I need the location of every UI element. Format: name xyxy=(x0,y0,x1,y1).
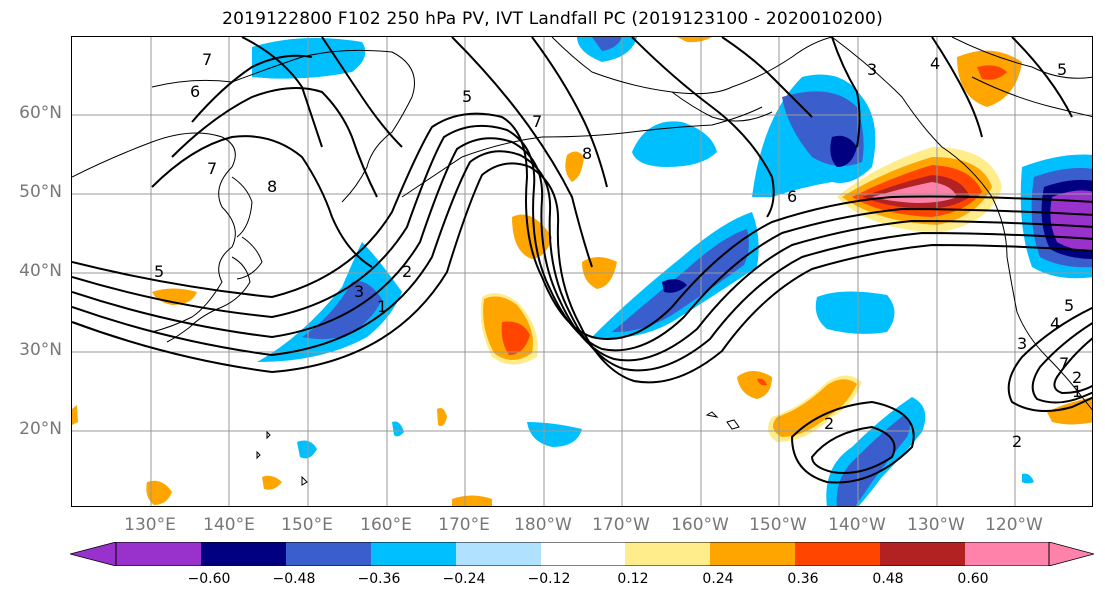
colorbar-segment xyxy=(371,542,456,566)
lon-label-130w: 130°W xyxy=(907,515,965,535)
lon-label-150w: 150°W xyxy=(749,515,807,535)
colorbar xyxy=(70,542,1094,566)
contour-label: 7 xyxy=(202,50,212,69)
lon-label-170e: 170°E xyxy=(438,515,490,535)
colorbar-segment xyxy=(710,542,795,566)
contour-label: 7 xyxy=(1059,354,1069,373)
contour-label: 3 xyxy=(1017,334,1027,353)
lon-label-150e: 150°E xyxy=(281,515,333,535)
contour-label: 6 xyxy=(190,82,200,101)
contour-label: 7 xyxy=(532,112,542,131)
lon-label-160e: 160°E xyxy=(360,515,412,535)
colorbar-tick: 0.60 xyxy=(957,571,989,587)
colorbar-extend-low xyxy=(70,542,117,566)
colorbar-tick: −0.60 xyxy=(187,571,231,587)
contour-label: 2 xyxy=(402,262,412,281)
colorbar-outline xyxy=(115,542,1050,566)
lat-label-40n: 40°N xyxy=(19,261,62,281)
map-panel: 7 6 7 5 7 8 8 3 4 5 6 5 2 3 1 5 4 3 2 7 … xyxy=(71,36,1093,507)
colorbar-segment xyxy=(286,542,371,566)
lon-label-140e: 140°E xyxy=(203,515,255,535)
colorbar-tick: 0.24 xyxy=(702,571,734,587)
colorbar-tick: −0.48 xyxy=(272,571,316,587)
colorbar-segment xyxy=(880,542,965,566)
colorbar-tick: −0.36 xyxy=(357,571,401,587)
colorbar-segment xyxy=(795,542,880,566)
contour-label: 2 xyxy=(1012,432,1022,451)
contour-label: 2 xyxy=(824,414,834,433)
coastlines xyxy=(72,37,1092,486)
lon-label-130e: 130°E xyxy=(124,515,176,535)
contour-label: 3 xyxy=(867,60,877,79)
lon-label-120w: 120°W xyxy=(985,515,1043,535)
map-title: 2019122800 F102 250 hPa PV, IVT Landfall… xyxy=(222,9,883,29)
colorbar-segment xyxy=(625,542,710,566)
contour-label: 4 xyxy=(930,54,940,73)
colorbar-segment xyxy=(541,542,625,566)
colorbar-segment xyxy=(201,542,286,566)
lon-label-180w: 180°W xyxy=(514,515,572,535)
contour-labels: 7 6 7 5 7 8 8 3 4 5 6 5 2 3 1 5 4 3 2 7 … xyxy=(154,50,1082,451)
colorbar-tick: 0.12 xyxy=(617,571,649,587)
contour-label: 7 xyxy=(207,159,217,178)
lon-label-170w: 170°W xyxy=(592,515,650,535)
contour-label: 1 xyxy=(1072,382,1082,401)
contour-label: 5 xyxy=(462,87,472,106)
colorbar-tick: 0.48 xyxy=(872,571,904,587)
contour-label: 6 xyxy=(787,187,797,206)
map-svg: 7 6 7 5 7 8 8 3 4 5 6 5 2 3 1 5 4 3 2 7 … xyxy=(72,37,1092,506)
lat-label-60n: 60°N xyxy=(19,103,62,123)
contour-label: 1 xyxy=(377,297,387,316)
colorbar-tick: −0.12 xyxy=(527,571,571,587)
pv-contours xyxy=(72,37,1092,484)
colorbar-tick: −0.24 xyxy=(442,571,486,587)
contour-label: 3 xyxy=(354,282,364,301)
contour-label: 5 xyxy=(1057,60,1067,79)
lat-label-20n: 20°N xyxy=(19,419,62,439)
contour-label: 2 xyxy=(1072,368,1082,387)
lat-label-30n: 30°N xyxy=(19,340,62,360)
contour-label: 5 xyxy=(1064,296,1074,315)
contour-label: 8 xyxy=(582,144,592,163)
lat-label-50n: 50°N xyxy=(19,182,62,202)
lon-label-140w: 140°W xyxy=(828,515,886,535)
colorbar-extend-high xyxy=(1048,542,1094,566)
contour-label: 5 xyxy=(154,262,164,281)
lon-label-160w: 160°W xyxy=(671,515,729,535)
contour-label: 8 xyxy=(267,177,277,196)
colorbar-segment xyxy=(965,542,1049,566)
colorbar-segment xyxy=(456,542,541,566)
colorbar-segment xyxy=(116,542,201,566)
graticule xyxy=(72,37,1092,506)
pv-shading xyxy=(72,37,1092,506)
colorbar-tick: 0.36 xyxy=(787,571,819,587)
contour-label: 4 xyxy=(1050,314,1060,333)
